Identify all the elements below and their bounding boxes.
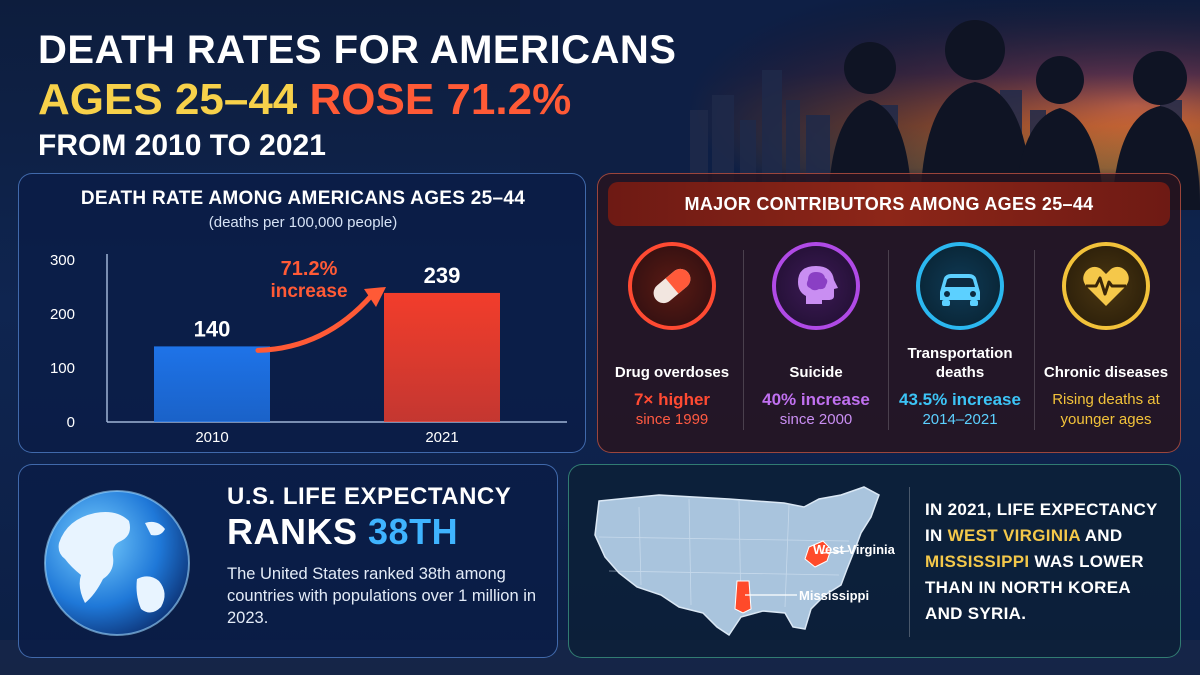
y-tick-label: 200 xyxy=(50,306,75,323)
text-post: WAS LOWER THAN IN NORTH KOREA AND SYRIA. xyxy=(925,552,1144,623)
life-expectancy-rank: RANKS 38TH xyxy=(227,511,458,553)
contributor-transportation: Transportation deaths 43.5% increase 201… xyxy=(890,236,1030,446)
globe-icon xyxy=(44,490,190,636)
chart-title: DEATH RATE AMONG AMERICANS AGES 25–44 xyxy=(80,188,526,209)
headline-ages: AGES 25–44 xyxy=(38,75,298,124)
y-tick-label: 100 xyxy=(50,360,75,377)
divider xyxy=(1034,250,1035,430)
bar-value-label: 239 xyxy=(424,263,461,288)
brain-head-icon xyxy=(772,242,860,330)
y-tick-label: 300 xyxy=(50,252,75,269)
divider xyxy=(743,250,744,430)
heartbeat-icon xyxy=(1062,242,1150,330)
bar-chart: 0 100 200 300 140 2010 239 2021 71.2%increase xyxy=(50,252,567,446)
mississippi-shape xyxy=(734,580,752,614)
contributor-drug-overdoses: Drug overdoses 7× higher since 1999 xyxy=(602,236,742,446)
contributor-suicide: Suicide 40% increase since 2000 xyxy=(746,236,886,446)
contributor-stat: 43.5% increase xyxy=(899,390,1021,409)
divider xyxy=(888,250,889,430)
y-tick-label: 0 xyxy=(67,414,75,431)
contributor-stat-period: 2014–2021 xyxy=(922,411,998,428)
contributor-label: Transportation deaths xyxy=(907,345,1013,381)
west-virginia-shape xyxy=(804,540,832,568)
headline-line1: DEATH RATES FOR AMERICANS xyxy=(38,28,677,72)
headline-line3: FROM 2010 TO 2021 xyxy=(38,129,326,162)
divider xyxy=(909,487,910,637)
bar-value-label: 140 xyxy=(194,316,231,341)
pill-icon xyxy=(628,242,716,330)
text-and: AND xyxy=(1084,526,1123,545)
annotation-value: 71.2% xyxy=(281,258,338,280)
death-rate-chart-panel: DEATH RATE AMONG AMERICANS AGES 25–44 (d… xyxy=(18,173,586,453)
west-virginia-label: West Virginia xyxy=(813,542,895,557)
state-comparison-text: IN 2021, LIFE EXPECTANCY IN WEST VIRGINI… xyxy=(925,497,1171,627)
major-contributors-panel: MAJOR CONTRIBUTORS AMONG AGES 25–44 Drug… xyxy=(597,173,1181,453)
headline-rose: ROSE 71.2% xyxy=(309,75,572,124)
state-highlight-2: MISSISSIPPI xyxy=(925,552,1030,571)
bar-2021 xyxy=(384,292,500,422)
x-tick-label: 2021 xyxy=(425,429,458,446)
contributor-stat-period: Rising deaths at younger ages xyxy=(1052,391,1160,428)
us-map-icon xyxy=(594,486,880,637)
contributor-stat: 7× higher xyxy=(633,390,711,409)
annotation-text: increase xyxy=(270,281,347,302)
mississippi-label: Mississippi xyxy=(799,588,870,603)
car-icon xyxy=(916,242,1004,330)
life-expectancy-title: U.S. LIFE EXPECTANCY xyxy=(227,483,512,510)
contributor-label: Chronic diseases xyxy=(1043,364,1169,381)
life-expectancy-body: The United States ranked 38th among coun… xyxy=(227,565,537,627)
contributor-stat: 40% increase xyxy=(762,390,870,409)
headline: DEATH RATES FOR AMERICANS AGES 25–44 ROS… xyxy=(38,26,676,166)
increase-arrow xyxy=(255,292,375,353)
contributor-stat-period: since 2000 xyxy=(779,411,853,428)
x-tick-label: 2010 xyxy=(195,429,228,446)
headline-line2: AGES 25–44 ROSE 71.2% xyxy=(38,74,676,126)
contributor-stat-period: since 1999 xyxy=(635,411,709,428)
chart-subtitle: (deaths per 100,000 people) xyxy=(208,214,398,231)
contributors-header: MAJOR CONTRIBUTORS AMONG AGES 25–44 xyxy=(608,182,1170,226)
contributor-label: Drug overdoses xyxy=(614,364,730,381)
ranks-label: RANKS xyxy=(227,511,358,552)
rank-value: 38TH xyxy=(368,511,459,552)
state-highlight-1: WEST VIRGINIA xyxy=(947,526,1081,545)
state-life-expectancy-panel: West Virginia Mississippi IN 2021, LIFE … xyxy=(568,464,1181,658)
life-expectancy-panel: U.S. LIFE EXPECTANCY RANKS 38TH The Unit… xyxy=(18,464,558,658)
bar-2010 xyxy=(154,346,270,422)
text-pre: IN 2021, LIFE EXPECTANCY IN xyxy=(925,500,1158,545)
contributor-label: Suicide xyxy=(789,364,843,381)
increase-arrow-head xyxy=(364,286,386,307)
contributor-chronic-diseases: Chronic diseases Rising deaths at younge… xyxy=(1036,236,1176,446)
